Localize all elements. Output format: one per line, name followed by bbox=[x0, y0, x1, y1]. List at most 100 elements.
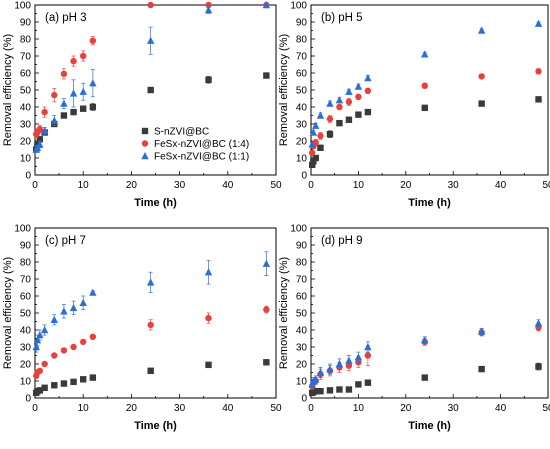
data-point bbox=[354, 353, 363, 361]
data-point bbox=[60, 70, 68, 78]
data-point bbox=[60, 112, 68, 119]
data-point bbox=[421, 104, 428, 112]
data-point bbox=[36, 367, 44, 374]
data-point bbox=[355, 93, 362, 101]
y-tick-label: 80 bbox=[296, 258, 308, 269]
y-tick-label: 20 bbox=[296, 360, 308, 371]
data-point bbox=[70, 57, 77, 65]
panel-label: (b) pH 5 bbox=[321, 12, 363, 24]
y-tick-label: 60 bbox=[296, 292, 308, 303]
x-axis-label: Time (h) bbox=[408, 197, 451, 209]
data-point bbox=[32, 343, 40, 351]
data-point bbox=[534, 319, 543, 327]
data-point bbox=[40, 126, 49, 134]
y-tick-label: 60 bbox=[20, 69, 32, 80]
data-point bbox=[41, 360, 48, 368]
data-point bbox=[41, 384, 48, 391]
data-point bbox=[36, 387, 44, 394]
data-point bbox=[262, 259, 271, 267]
y-tick-label: 70 bbox=[20, 52, 32, 63]
x-tick-label: 20 bbox=[400, 180, 412, 191]
data-point bbox=[335, 360, 344, 368]
data-point bbox=[69, 89, 78, 97]
data-point bbox=[326, 387, 334, 394]
data-point bbox=[69, 303, 78, 312]
x-tick-label: 10 bbox=[353, 180, 365, 191]
x-tick-label: 0 bbox=[32, 180, 38, 191]
data-point bbox=[478, 365, 485, 373]
data-point bbox=[147, 1, 154, 9]
data-point bbox=[262, 1, 271, 9]
data-point bbox=[205, 314, 212, 322]
data-point bbox=[354, 82, 363, 90]
series-1 bbox=[308, 362, 542, 397]
x-tick-label: 0 bbox=[32, 403, 38, 414]
data-point bbox=[336, 386, 343, 393]
data-point bbox=[60, 380, 68, 387]
x-tick-label: 50 bbox=[542, 180, 550, 191]
x-tick-label: 30 bbox=[174, 403, 186, 414]
y-tick-label: 70 bbox=[20, 275, 32, 286]
chart-panel-1: 0 10 20 30 40 50 60 70 80 90 100 0 10 20 30 40 50 Time (h… bbox=[2, 1, 282, 210]
data-point bbox=[89, 288, 97, 296]
y-tick-label: 50 bbox=[296, 309, 308, 320]
y-tick-label: 100 bbox=[14, 1, 31, 12]
data-point bbox=[477, 327, 486, 335]
x-tick-label: 40 bbox=[495, 403, 507, 414]
data-point bbox=[326, 365, 334, 373]
data-point bbox=[51, 352, 58, 359]
data-point bbox=[312, 154, 319, 162]
y-axis-label: Removal efficiency (%) bbox=[278, 257, 290, 369]
data-point bbox=[316, 111, 325, 119]
data-point bbox=[535, 68, 542, 75]
x-tick-label: 40 bbox=[222, 180, 234, 191]
data-point bbox=[317, 388, 324, 395]
x-tick-label: 50 bbox=[542, 403, 550, 414]
data-point bbox=[51, 91, 58, 99]
data-point bbox=[336, 103, 343, 111]
data-point bbox=[364, 352, 372, 359]
series-3 bbox=[308, 19, 543, 148]
legend-label: FeSx-nZVI@BC (1:4) bbox=[154, 139, 249, 150]
data-point bbox=[308, 161, 316, 168]
y-tick-label: 10 bbox=[296, 377, 308, 388]
data-point bbox=[89, 333, 97, 340]
y-tick-label: 10 bbox=[296, 154, 308, 165]
chart-panel-3: 0 10 20 30 40 50 60 70 80 90 100 0 10 20 30 40 50 Time (h… bbox=[2, 224, 282, 433]
chart-panel-4: 0 10 20 30 40 50 60 70 80 90 100 0 10 20 30 40 50 Time (h… bbox=[278, 224, 550, 433]
data-point bbox=[364, 379, 372, 386]
data-point bbox=[70, 378, 77, 386]
y-tick-label: 0 bbox=[301, 171, 307, 182]
series-2 bbox=[33, 305, 270, 380]
x-tick-label: 30 bbox=[448, 403, 460, 414]
data-point bbox=[36, 125, 44, 133]
legend-marker bbox=[141, 140, 149, 147]
data-point bbox=[310, 158, 317, 165]
panel-label: (c) pH 7 bbox=[45, 235, 86, 247]
x-tick-label: 40 bbox=[495, 180, 507, 191]
y-tick-label: 90 bbox=[20, 18, 32, 29]
y-tick-label: 100 bbox=[290, 1, 307, 12]
x-tick-label: 10 bbox=[78, 180, 90, 191]
y-tick-label: 0 bbox=[25, 394, 31, 405]
y-tick-label: 30 bbox=[296, 120, 308, 131]
data-point bbox=[312, 121, 320, 129]
y-tick-label: 30 bbox=[20, 343, 32, 354]
y-tick-label: 20 bbox=[20, 137, 32, 148]
y-tick-label: 10 bbox=[20, 154, 32, 165]
data-point bbox=[326, 131, 334, 138]
y-tick-label: 80 bbox=[296, 35, 308, 46]
y-tick-label: 60 bbox=[20, 292, 32, 303]
data-point bbox=[345, 116, 353, 123]
series-2 bbox=[308, 68, 542, 157]
data-point bbox=[364, 74, 372, 82]
data-point bbox=[535, 363, 542, 370]
data-point bbox=[312, 388, 319, 395]
y-axis-label: Removal efficiency (%) bbox=[2, 34, 14, 146]
y-tick-label: 40 bbox=[20, 326, 32, 337]
y-tick-label: 100 bbox=[290, 224, 307, 235]
data-point bbox=[364, 87, 372, 95]
data-point bbox=[70, 108, 77, 116]
x-tick-label: 50 bbox=[270, 180, 282, 191]
data-point bbox=[345, 98, 353, 106]
